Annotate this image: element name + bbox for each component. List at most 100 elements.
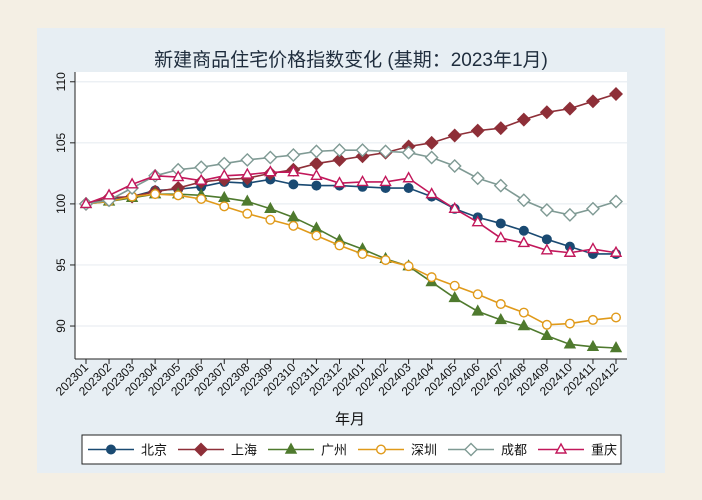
data-point [196, 194, 207, 205]
data-point [609, 245, 623, 257]
legend-label: 重庆 [591, 443, 617, 458]
legend-item: 北京 [88, 443, 167, 458]
data-point [564, 318, 575, 329]
data-point [493, 121, 508, 136]
data-point [241, 167, 254, 179]
data-point [609, 341, 623, 353]
data-point [493, 178, 508, 193]
y-tick-label: 110 [54, 72, 68, 91]
data-point [541, 234, 552, 245]
y-tick-label: 90 [54, 319, 68, 333]
data-point [494, 312, 507, 325]
data-point [241, 194, 254, 206]
data-point [332, 152, 347, 167]
data-point [125, 177, 139, 189]
data-point [518, 225, 529, 236]
data-point [563, 337, 577, 349]
data-point [447, 159, 462, 174]
data-point [357, 248, 368, 259]
data-point [585, 94, 600, 109]
legend-item: 深圳 [358, 443, 437, 458]
data-point [426, 272, 437, 283]
plot-area [75, 72, 627, 359]
data-point [311, 230, 322, 241]
data-point [264, 201, 277, 213]
data-point [287, 210, 300, 222]
legend-label: 北京 [141, 443, 167, 458]
data-point [586, 339, 600, 351]
data-point [495, 299, 506, 310]
data-point [242, 208, 253, 219]
data-point [288, 220, 299, 231]
data-point [448, 201, 461, 213]
data-point [288, 179, 299, 190]
data-point [471, 215, 484, 227]
data-point [403, 261, 414, 272]
data-point [403, 183, 414, 194]
data-point [540, 243, 554, 255]
data-point [587, 314, 598, 325]
data-point [402, 171, 415, 183]
data-point [265, 214, 276, 225]
data-point [219, 201, 230, 212]
data-point [334, 240, 345, 251]
legend-item: 上海 [178, 443, 257, 458]
legend-item: 成都 [448, 443, 527, 458]
data-point [471, 304, 484, 316]
data-point [516, 112, 531, 127]
legend-label: 深圳 [411, 443, 437, 458]
data-point [218, 168, 231, 181]
data-point [586, 242, 600, 254]
y-tick-label: 100 [54, 194, 68, 214]
data-point [333, 176, 346, 188]
data-point [311, 180, 322, 191]
x-axis-label: 年月 [335, 411, 365, 428]
legend-marker [194, 442, 208, 457]
data-point [470, 171, 485, 186]
data-point [449, 280, 460, 291]
data-point [195, 173, 208, 185]
data-point [379, 174, 392, 187]
data-point [609, 86, 623, 101]
legend-label: 成都 [501, 443, 527, 458]
data-point [517, 319, 531, 331]
data-point [309, 144, 324, 159]
data-point [150, 189, 161, 200]
data-point [356, 174, 369, 187]
legend-label: 广州 [321, 443, 347, 458]
data-point [264, 165, 277, 177]
data-point [401, 145, 416, 160]
legend: 北京 上海 广州 深圳 成都 重庆 [81, 434, 622, 465]
data-point [516, 193, 531, 208]
data-point [79, 196, 93, 209]
data-point [218, 190, 231, 202]
data-point [332, 143, 347, 158]
series-4 [79, 143, 623, 222]
data-point [563, 245, 577, 257]
data-point [472, 289, 483, 300]
y-tick-label: 95 [54, 258, 68, 272]
data-point [194, 160, 209, 175]
data-point [539, 203, 554, 217]
data-point [171, 170, 185, 182]
legend-marker [284, 442, 298, 454]
data-point [286, 148, 301, 163]
data-point [611, 312, 622, 323]
data-point [540, 328, 554, 340]
legend-item: 广州 [268, 443, 347, 458]
data-point [518, 307, 529, 318]
data-point [287, 165, 300, 177]
data-point [240, 152, 255, 167]
data-point [562, 101, 577, 116]
legend-marker [105, 444, 116, 455]
data-point [148, 168, 162, 181]
legend-marker [554, 442, 568, 454]
data-point [378, 144, 393, 159]
chart-title: 新建商品住宅价格指数变化 (基期：2023年1月) [154, 49, 548, 71]
data-point [562, 207, 577, 222]
data-point [424, 150, 439, 165]
data-point [380, 255, 391, 266]
series-5 [79, 165, 623, 257]
legend-marker [376, 444, 387, 455]
data-point [470, 123, 485, 138]
